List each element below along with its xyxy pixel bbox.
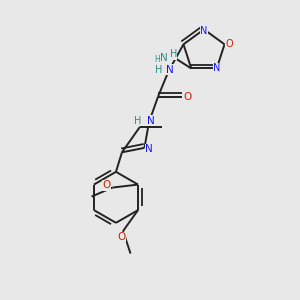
Text: N: N <box>147 116 154 126</box>
Text: O: O <box>102 180 111 190</box>
Text: O: O <box>225 39 233 49</box>
Text: H: H <box>154 55 160 64</box>
Text: H: H <box>155 65 163 75</box>
Text: H: H <box>134 116 141 126</box>
Text: N: N <box>145 144 153 154</box>
Text: N: N <box>166 65 174 75</box>
Text: N: N <box>213 64 220 74</box>
Text: N: N <box>160 53 168 63</box>
Text: H: H <box>169 50 177 59</box>
Text: O: O <box>184 92 192 102</box>
Text: N: N <box>200 26 208 36</box>
Text: O: O <box>117 232 126 242</box>
